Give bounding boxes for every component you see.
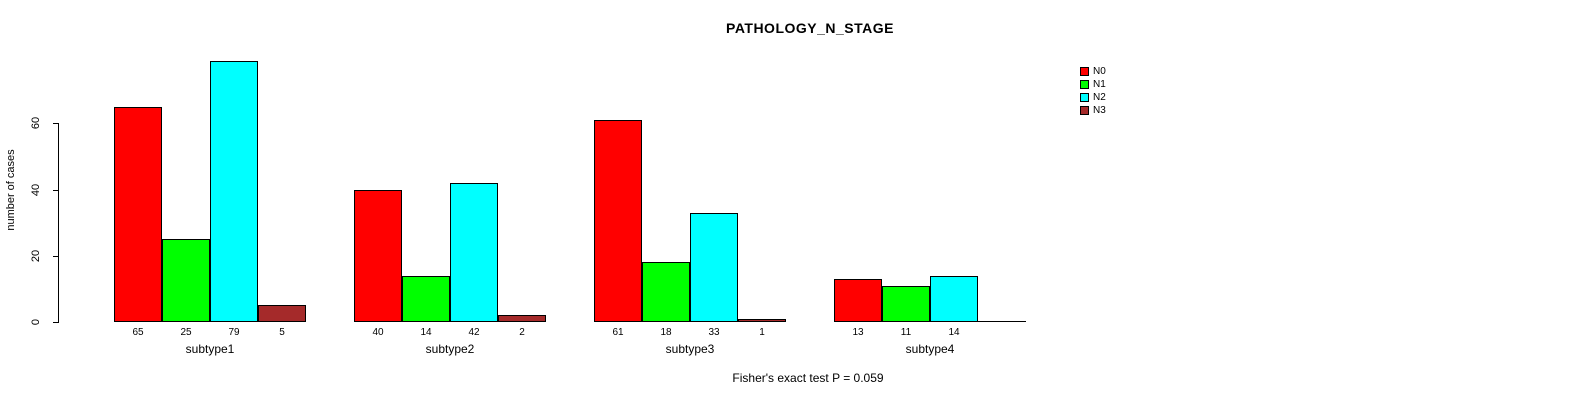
- bar-value-label: 18: [660, 327, 672, 338]
- y-tick-label: 20: [30, 249, 42, 263]
- legend-row-N2: N2: [1080, 91, 1106, 104]
- bar-value-label: 42: [468, 327, 480, 338]
- bar-subtype3-N3: [738, 319, 786, 322]
- y-tick-label: 60: [30, 116, 42, 130]
- fisher-test-note: Fisher's exact test P = 0.059: [732, 371, 884, 385]
- bar-subtype3-N0: [594, 120, 642, 322]
- bar-subtype4-N3: [978, 321, 1026, 322]
- bar-subtype3-N1: [642, 262, 690, 322]
- chart-title: PATHOLOGY_N_STAGE: [726, 20, 894, 36]
- legend-swatch-N0: [1080, 67, 1089, 76]
- y-tick: [53, 256, 58, 257]
- y-tick: [53, 123, 58, 124]
- bar-value-label: 13: [852, 327, 864, 338]
- y-axis-label: number of cases: [5, 149, 17, 231]
- bar-value-label: 33: [708, 327, 720, 338]
- bar-subtype4-N2: [930, 276, 978, 322]
- bar-subtype2-N3: [498, 315, 546, 322]
- legend-swatch-N3: [1080, 106, 1089, 115]
- bar-value-label: 14: [420, 327, 432, 338]
- legend-row-N3: N3: [1080, 104, 1106, 117]
- bar-subtype1-N1: [162, 239, 210, 322]
- bar-value-label: 5: [279, 327, 285, 338]
- y-tick-label: 0: [30, 318, 42, 326]
- bar-subtype2-N0: [354, 190, 402, 322]
- y-tick: [53, 322, 58, 323]
- y-tick-label: 40: [30, 183, 42, 197]
- bar-subtype4-N1: [882, 286, 930, 322]
- category-label-subtype1: subtype1: [185, 342, 235, 356]
- bar-subtype1-N3: [258, 305, 306, 322]
- bar-value-label: 25: [180, 327, 192, 338]
- bar-subtype2-N2: [450, 183, 498, 322]
- category-label-subtype3: subtype3: [665, 342, 715, 356]
- bar-value-label: 79: [228, 327, 240, 338]
- y-axis: [58, 123, 59, 323]
- category-label-subtype2: subtype2: [425, 342, 475, 356]
- bar-value-label: 14: [948, 327, 960, 338]
- legend: N0 N1 N2 N3: [1080, 65, 1106, 117]
- category-label-subtype4: subtype4: [905, 342, 955, 356]
- legend-label-N3: N3: [1093, 105, 1106, 116]
- bar-value-label: 2: [519, 327, 525, 338]
- bar-subtype4-N0: [834, 279, 882, 322]
- legend-row-N0: N0: [1080, 65, 1106, 78]
- y-tick: [53, 190, 58, 191]
- bar-subtype1-N2: [210, 61, 258, 322]
- bar-value-label: 1: [759, 327, 765, 338]
- legend-label-N1: N1: [1093, 79, 1106, 90]
- bar-value-label: 11: [900, 327, 912, 338]
- legend-swatch-N1: [1080, 80, 1089, 89]
- bar-value-label: 61: [612, 327, 624, 338]
- legend-row-N1: N1: [1080, 78, 1106, 91]
- legend-label-N0: N0: [1093, 66, 1106, 77]
- bar-subtype3-N2: [690, 213, 738, 322]
- bar-subtype2-N1: [402, 276, 450, 322]
- bar-value-label: 65: [132, 327, 144, 338]
- legend-swatch-N2: [1080, 93, 1089, 102]
- bar-subtype1-N0: [114, 107, 162, 322]
- legend-label-N2: N2: [1093, 92, 1106, 103]
- bar-value-label: 40: [372, 327, 384, 338]
